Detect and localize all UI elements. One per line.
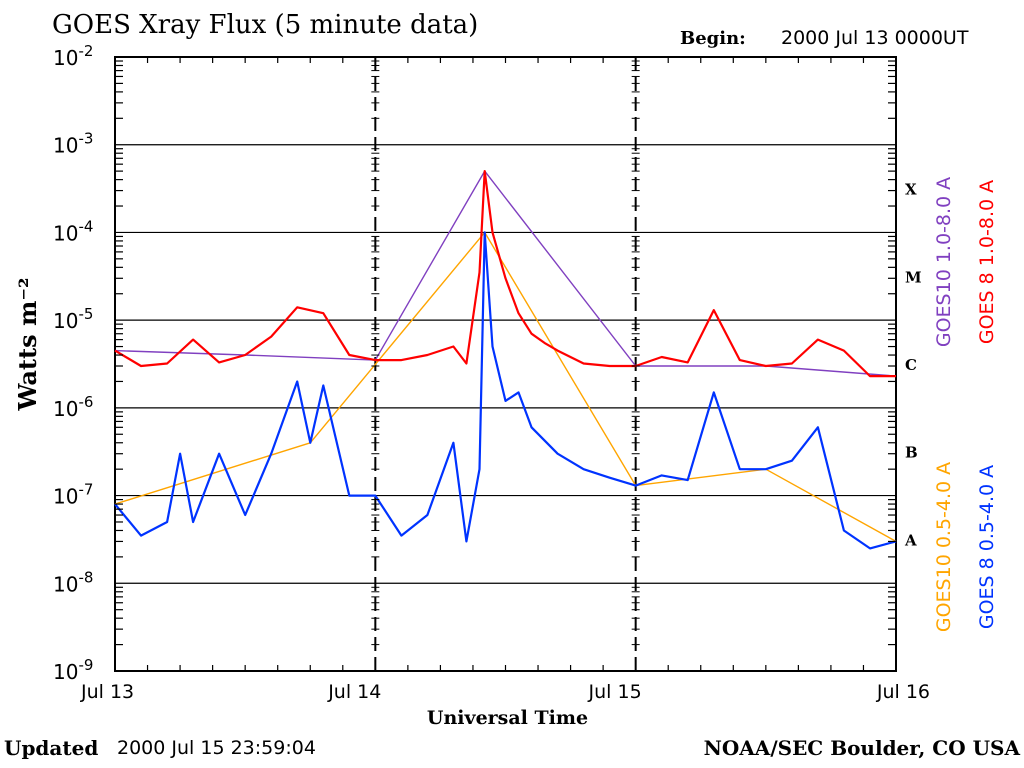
- legend-entry: GOES10 0.5-4.0 A: [933, 462, 955, 632]
- x-tick-label: Jul 14: [327, 681, 381, 703]
- y-tick-label: 10-3: [53, 130, 93, 158]
- updated-label: Updated: [4, 736, 99, 760]
- y-axis-label: Watts m⁻²: [13, 277, 42, 411]
- begin-value: 2000 Jul 13 0000UT: [781, 27, 969, 49]
- y-tick-label: 10-4: [53, 217, 93, 245]
- legend-entry: GOES 8 0.5-4.0 A: [976, 465, 998, 629]
- series-line: [114, 170, 896, 378]
- flare-class-label: M: [905, 268, 922, 286]
- updated-timestamp: 2000 Jul 15 23:59:04: [117, 737, 316, 759]
- y-tick-label: 10-6: [53, 393, 93, 421]
- x-axis-label: Universal Time: [427, 707, 588, 729]
- legend-entry: GOES10 1.0-8.0 A: [933, 177, 955, 347]
- legend-entry: GOES 8 1.0-8.0 A: [976, 180, 998, 344]
- y-tick-label: 10-8: [53, 568, 93, 596]
- x-tick-label: Jul 15: [588, 681, 642, 703]
- y-tick-label: 10-7: [53, 481, 93, 509]
- flare-class-label: B: [905, 444, 918, 462]
- y-tick-label: 10-9: [53, 656, 93, 684]
- x-tick-label: Jul 13: [80, 681, 134, 703]
- series-line: [114, 231, 897, 543]
- series-line: [114, 170, 897, 377]
- chart-title: GOES Xray Flux (5 minute data): [52, 10, 479, 40]
- begin-label: Begin:: [680, 28, 746, 49]
- flare-class-label: X: [905, 181, 917, 199]
- y-tick-label: 10-5: [53, 305, 93, 333]
- y-tick-label: 10-2: [53, 42, 93, 70]
- series-line: [114, 231, 897, 550]
- flare-class-label: A: [904, 531, 917, 549]
- credit-text: NOAA/SEC Boulder, CO USA: [703, 736, 1020, 760]
- x-tick-label: Jul 16: [876, 681, 930, 703]
- flare-class-label: C: [905, 356, 917, 374]
